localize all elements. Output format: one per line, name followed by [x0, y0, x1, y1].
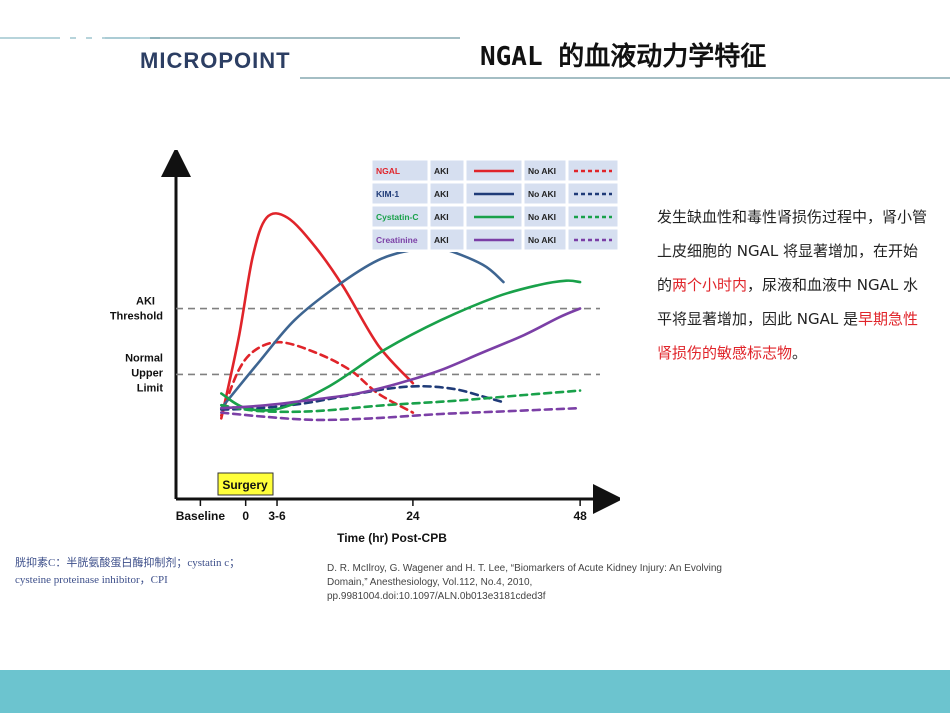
- legend-cell: [567, 159, 619, 182]
- legend-cell: [523, 205, 567, 228]
- legend-cell: [523, 182, 567, 205]
- series-line-kim-1-no-aki: [220, 384, 505, 411]
- highlight-text: 两个小时内: [672, 276, 748, 294]
- legend-no-aki-label: No AKI: [528, 235, 556, 245]
- legend-cell: [567, 205, 619, 228]
- legend-cell: [371, 182, 429, 205]
- description-segment: ，尿液和血液中 NGAL 水平将显著增加，因此 NGAL 是: [657, 276, 919, 328]
- y-label-normal: Normal Upper Limit: [125, 352, 164, 394]
- footnote: 胱抑素C：半胱氨酸蛋白酶抑制剂；cystatin c； cysteine pro…: [15, 555, 295, 589]
- description-segment: 。: [792, 344, 808, 362]
- description-segment: 发生缺血性和毒性肾损伤过程中，肾小管上皮细胞的 NGAL 将显著增加，在开始的: [657, 208, 928, 294]
- legend-marker-name: Cystatin-C: [376, 212, 419, 222]
- header-decoration: [0, 37, 950, 79]
- x-tick-label-3: 24: [406, 509, 420, 523]
- legend-cell: [371, 159, 429, 182]
- series-line-creatinine-no-aki: [220, 406, 582, 422]
- x-tick-label-1: 0: [242, 509, 249, 523]
- highlight-text: 早期急性肾损伤的敏感标志物: [657, 310, 919, 362]
- legend-cell: [429, 205, 465, 228]
- series-line-cystatin-c-no-aki: [220, 389, 582, 414]
- logo-text: MICROPOINT: [140, 48, 291, 73]
- x-axis-label: Time (hr) Post-CPB: [337, 531, 447, 545]
- y-tick-normal-line2: Upper: [131, 367, 164, 379]
- series-line-kim-1-aki: [220, 246, 505, 410]
- legend-no-aki-label: No AKI: [528, 212, 556, 222]
- biomarker-chart: AKI Threshold Normal Upper Limit Baselin…: [110, 150, 620, 545]
- legend-cell: [567, 182, 619, 205]
- legend-cell: [371, 228, 429, 251]
- x-tick-label-2: 3-6: [268, 509, 286, 523]
- y-label-aki: AKI Threshold: [110, 296, 163, 323]
- legend-aki-label: AKI: [434, 189, 449, 199]
- y-tick-normal-line1: Normal: [125, 352, 163, 364]
- legend-no-aki-label: No AKI: [528, 189, 556, 199]
- legend-cell: [429, 182, 465, 205]
- legend-aki-label: AKI: [434, 166, 449, 176]
- legend-cell: [523, 228, 567, 251]
- legend-cell: [429, 228, 465, 251]
- series-line-ngal-aki: [220, 212, 415, 420]
- chart-legend: NGAL AKI No AKI KIM-1 AKI No AKI Cystatin-C AKI…: [370, 159, 620, 252]
- footnote-line2: cysteine proteinase inhibitor，CPI: [15, 574, 168, 586]
- footer-bar: [0, 670, 950, 713]
- y-tick-normal-line3: Limit: [137, 382, 164, 394]
- legend-marker-name: Creatinine: [376, 235, 418, 245]
- legend-cell: [567, 228, 619, 251]
- legend-cell: [371, 205, 429, 228]
- legend-cell: [523, 159, 567, 182]
- legend-marker-name: NGAL: [376, 166, 400, 176]
- x-tick-label-4: 48: [573, 509, 587, 523]
- series-line-ngal-no-aki: [220, 340, 415, 417]
- legend-aki-label: AKI: [434, 235, 449, 245]
- legend-aki-label: AKI: [434, 212, 449, 222]
- y-tick-aki-line1: AKI: [136, 296, 155, 308]
- citation-line2: Domain,” Anesthesiology, Vol.112, No.4, …: [327, 577, 546, 602]
- citation: D. R. McIlroy, G. Wagener and H. T. Lee,…: [327, 562, 747, 604]
- series-line-cystatin-c-aki: [220, 279, 582, 412]
- legend-no-aki-label: No AKI: [528, 166, 556, 176]
- series-line-creatinine-aki: [220, 307, 582, 410]
- y-tick-aki-line2: Threshold: [110, 311, 163, 323]
- surgery-label: Surgery: [222, 478, 268, 492]
- description-text: 发生缺血性和毒性肾损伤过程中，肾小管上皮细胞的 NGAL 将显著增加，在开始的两…: [657, 200, 932, 370]
- legend-cell: [429, 159, 465, 182]
- legend-marker-name: KIM-1: [376, 189, 399, 199]
- footnote-line1: 胱抑素C：半胱氨酸蛋白酶抑制剂；cystatin c；: [15, 557, 241, 569]
- citation-line1: D. R. McIlroy, G. Wagener and H. T. Lee,…: [327, 563, 722, 574]
- surgery-box: [217, 472, 274, 496]
- brand-logo: MICROPOINT: [140, 48, 291, 74]
- page-title: NGAL 的血液动力学特征: [480, 42, 767, 72]
- x-tick-label-0: Baseline: [176, 509, 226, 523]
